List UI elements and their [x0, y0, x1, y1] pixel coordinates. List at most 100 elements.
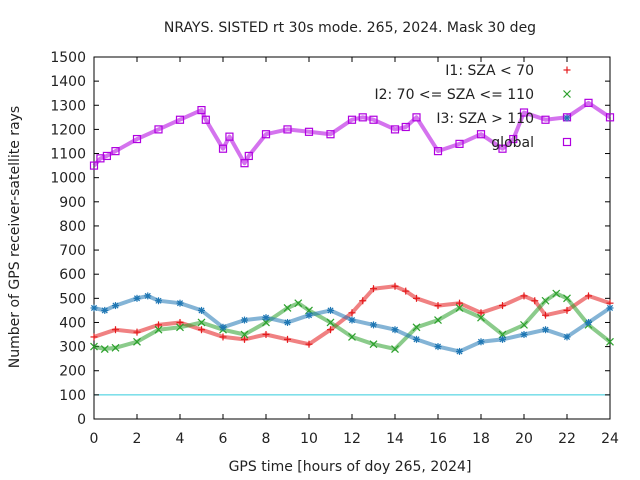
data-point: [111, 343, 120, 352]
y-axis-label: Number of GPS receiver-satellite rays: [7, 106, 23, 368]
data-point: [348, 316, 356, 324]
data-point: [434, 316, 442, 324]
y-tick-label: 700: [59, 243, 86, 259]
data-point: [294, 299, 303, 308]
x-axis-label: GPS time [hours of doy 265, 2024]: [229, 459, 472, 475]
data-point: [284, 318, 291, 326]
data-point: [241, 316, 248, 324]
x-tick-label: 6: [219, 431, 228, 447]
y-tick-label: 1200: [50, 122, 86, 138]
series-4: [89, 98, 615, 170]
legend-marker: [563, 90, 571, 98]
data-point: [391, 282, 399, 290]
data-point: [520, 320, 528, 329]
data-point: [218, 144, 228, 153]
data-point: [326, 318, 335, 327]
data-point: [542, 326, 549, 334]
data-point: [552, 289, 561, 298]
data-point: [327, 326, 334, 334]
legend: I1: SZA < 70 I2: 70 <= SZA <= 110 I3: SZA …: [374, 63, 572, 151]
data-point: [240, 159, 249, 168]
data-point: [477, 309, 485, 317]
x-tick-label: 16: [429, 431, 447, 447]
data-point: [359, 297, 367, 305]
data-point: [348, 333, 356, 341]
data-point: [327, 306, 334, 314]
data-point: [133, 337, 141, 346]
x-tick-label: 0: [90, 431, 99, 447]
data-point: [563, 333, 571, 341]
y-tick-label: 1500: [50, 50, 86, 66]
data-point: [605, 113, 615, 122]
data-point: [358, 113, 367, 122]
y-tick-label: 500: [59, 291, 86, 307]
data-point: [456, 299, 463, 307]
x-tick-label: 14: [386, 431, 404, 447]
data-point: [498, 144, 507, 153]
data-point: [305, 311, 313, 319]
y-tick-label: 1100: [50, 147, 86, 163]
y-tick-label: 800: [59, 219, 86, 235]
y-tick-label: 200: [59, 364, 86, 380]
data-point: [219, 333, 227, 341]
legend-label: I1: SZA < 70: [445, 63, 534, 79]
data-point: [585, 318, 592, 326]
data-point: [401, 122, 410, 132]
data-point: [476, 130, 486, 139]
y-tick-label: 600: [59, 267, 86, 283]
data-point: [176, 318, 184, 326]
data-point: [100, 345, 109, 353]
legend-label: I2: 70 <= SZA <= 110: [374, 87, 534, 103]
y-tick-label: 1000: [50, 171, 86, 187]
data-point: [133, 294, 141, 302]
data-point: [390, 125, 400, 134]
data-point: [112, 326, 119, 334]
data-point: [369, 340, 378, 349]
data-point: [585, 292, 592, 300]
x-tick-label: 10: [300, 431, 318, 447]
data-point: [132, 134, 142, 144]
legend-label: global: [491, 135, 534, 151]
legend-marker: [563, 66, 571, 74]
data-point: [201, 115, 210, 124]
x-tick-label: 18: [472, 431, 490, 447]
data-point: [531, 297, 539, 305]
data-point: [412, 323, 421, 332]
y-tick-label: 900: [59, 195, 86, 211]
data-point: [261, 130, 271, 139]
data-point: [225, 132, 234, 141]
data-point: [244, 151, 253, 161]
x-tick-label: 8: [262, 431, 271, 447]
data-point: [433, 147, 443, 156]
data-point: [455, 139, 464, 148]
data-point: [101, 306, 109, 314]
data-point: [326, 130, 335, 139]
chart-title: NRAYS. SISTED rt 30s mode. 265, 2024. Ma…: [164, 20, 536, 36]
data-point: [176, 323, 184, 332]
data-point: [563, 306, 571, 314]
data-point: [111, 147, 120, 156]
legend-marker: [562, 137, 572, 147]
data-point: [499, 302, 506, 310]
data-point: [284, 335, 291, 343]
data-point: [455, 304, 464, 312]
data-point: [391, 345, 399, 353]
data-point: [402, 287, 410, 295]
y-tick-label: 1400: [50, 74, 86, 90]
legend-label: I3: SZA > 110: [436, 111, 534, 127]
data-point: [133, 328, 141, 336]
data-point: [369, 115, 378, 124]
data-point: [198, 326, 205, 334]
data-point: [348, 309, 356, 317]
data-point: [176, 299, 184, 307]
data-point: [89, 161, 99, 170]
data-point: [154, 325, 163, 334]
data-point: [584, 98, 593, 107]
data-point: [477, 338, 485, 346]
x-tick-label: 2: [133, 431, 142, 447]
x-tick-label: 4: [176, 431, 185, 447]
data-point: [283, 304, 292, 312]
y-tick-label: 300: [59, 340, 86, 356]
data-point: [606, 304, 614, 312]
